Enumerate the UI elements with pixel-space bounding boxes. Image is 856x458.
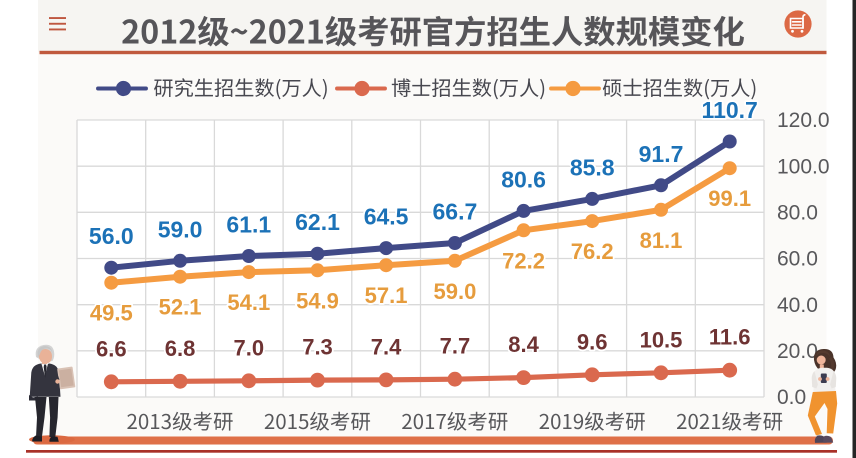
svg-text:7.0: 7.0	[234, 335, 265, 360]
svg-text:72.2: 72.2	[502, 248, 545, 273]
svg-text:40.0: 40.0	[777, 294, 818, 317]
svg-text:80.0: 80.0	[777, 202, 818, 225]
svg-text:120.0: 120.0	[777, 109, 830, 132]
svg-text:59.0: 59.0	[158, 216, 203, 242]
svg-text:11.6: 11.6	[709, 325, 751, 350]
svg-text:52.1: 52.1	[159, 295, 202, 320]
svg-text:99.1: 99.1	[708, 186, 751, 211]
svg-text:6.8: 6.8	[165, 336, 196, 361]
svg-text:20.0: 20.0	[777, 340, 818, 363]
svg-text:57.1: 57.1	[365, 283, 408, 308]
svg-text:9.6: 9.6	[577, 329, 608, 354]
svg-text:49.5: 49.5	[90, 301, 133, 326]
svg-text:54.1: 54.1	[227, 290, 270, 315]
svg-text:59.0: 59.0	[433, 279, 476, 304]
svg-text:100.0: 100.0	[777, 155, 830, 178]
svg-text:10.5: 10.5	[640, 327, 683, 352]
svg-text:110.7: 110.7	[702, 97, 758, 123]
svg-text:6.6: 6.6	[96, 336, 127, 361]
svg-text:8.4: 8.4	[508, 332, 539, 357]
svg-text:80.6: 80.6	[501, 166, 546, 192]
svg-text:66.7: 66.7	[433, 199, 478, 225]
svg-text:0.0: 0.0	[777, 386, 806, 409]
svg-text:64.5: 64.5	[364, 204, 409, 230]
svg-text:91.7: 91.7	[639, 141, 684, 167]
svg-text:60.0: 60.0	[777, 248, 818, 271]
svg-text:81.1: 81.1	[640, 228, 683, 253]
svg-text:76.2: 76.2	[571, 239, 614, 264]
svg-text:7.4: 7.4	[371, 334, 402, 359]
svg-text:85.8: 85.8	[570, 154, 615, 180]
svg-text:7.3: 7.3	[302, 335, 333, 360]
svg-text:56.0: 56.0	[89, 223, 134, 249]
svg-text:62.1: 62.1	[295, 209, 340, 235]
svg-text:61.1: 61.1	[226, 212, 271, 238]
svg-text:54.9: 54.9	[296, 288, 339, 313]
svg-text:7.7: 7.7	[440, 334, 471, 359]
